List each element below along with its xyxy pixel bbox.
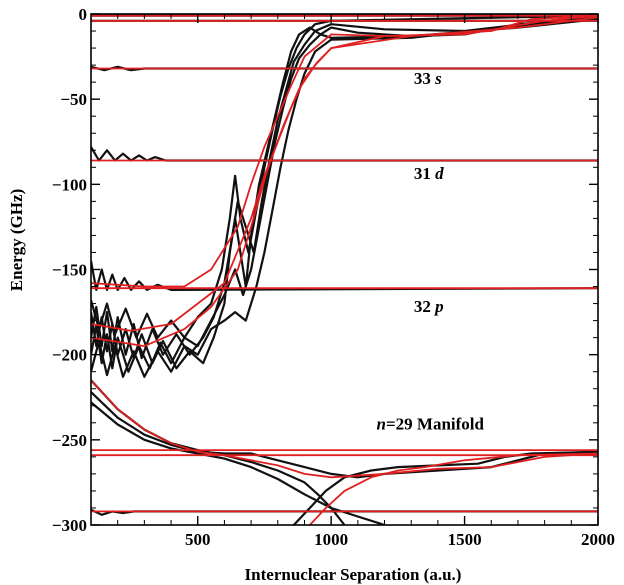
annotations: 33 s 31 d 32 p n=29 Manifold — [377, 69, 485, 434]
y-tick-label: −250 — [52, 431, 87, 450]
y-tick-label: −50 — [60, 90, 87, 109]
x-tick-label: 500 — [185, 530, 211, 549]
adiabatic-curve-17 — [91, 260, 598, 291]
adiabatic-curve-21 — [91, 16, 598, 378]
y-tick-label: −100 — [52, 175, 87, 194]
adiabatic-curve-25 — [91, 401, 385, 525]
y-axis-label: Energy (GHz) — [7, 189, 26, 291]
y-tick-label: −200 — [52, 346, 87, 365]
averaged-curve-12 — [309, 452, 598, 525]
averaged-curve-10 — [91, 16, 598, 347]
adiabatic-curve-22 — [91, 14, 598, 339]
annotation-s: 33 s — [414, 69, 442, 88]
y-tick-label: −300 — [52, 516, 87, 535]
x-axis-label: Internuclear Separation (a.u.) — [245, 565, 462, 584]
y-tick-label: 0 — [79, 5, 88, 24]
plot-area — [91, 14, 598, 525]
x-axis: 500 1000 1500 2000 — [117, 14, 615, 549]
x-tick-label: 1000 — [314, 530, 348, 549]
annotation-d: 31 d — [414, 164, 444, 183]
y-tick-label: −150 — [52, 261, 87, 280]
annotation-p: 32 p — [414, 297, 444, 316]
x-tick-label: 2000 — [581, 530, 615, 549]
x-tick-label: 1500 — [448, 530, 482, 549]
y-axis: 0 −50 −100 −150 −200 −250 −300 — [52, 5, 598, 535]
averaged-curve-11 — [91, 379, 598, 479]
annotation-m: n=29 Manifold — [377, 415, 485, 434]
